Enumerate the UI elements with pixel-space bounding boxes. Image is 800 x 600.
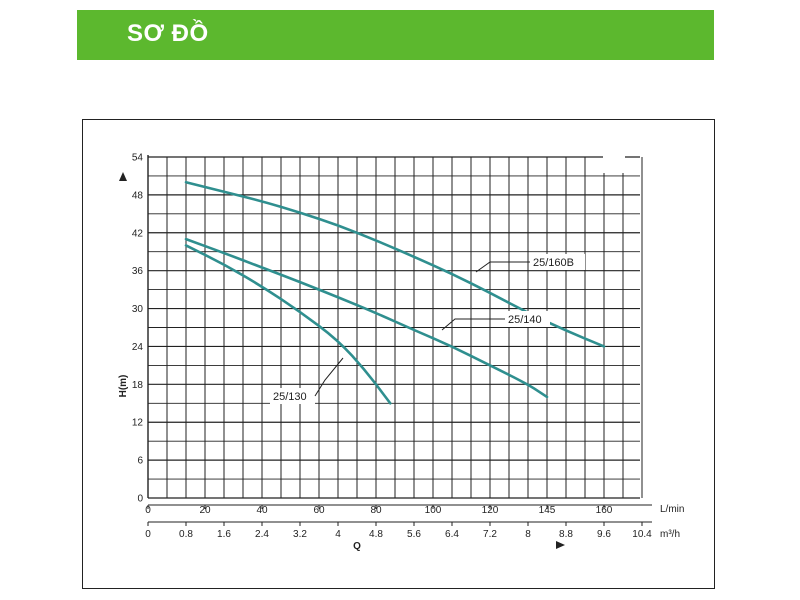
y-axis-arrow-icon (119, 172, 127, 181)
y-tick-label: 54 (132, 153, 144, 164)
x-m3h-tick-label: 8 (525, 529, 531, 540)
grid-blank (603, 156, 625, 173)
x-m3h-tick-label: 2.4 (255, 529, 269, 540)
x-lmin-tick-label: 0 (145, 505, 151, 516)
x-m3h-tick-label: 9.6 (597, 529, 611, 540)
x-m3h-tick-label: 8.8 (559, 529, 573, 540)
curves (184, 180, 606, 405)
labels: 25/160B 25/140 25/130 (270, 254, 585, 404)
x-m3h-tick-label: 4.8 (369, 529, 383, 540)
curve-label-bg (505, 311, 550, 327)
curve-label-leader (441, 318, 505, 331)
x-m3h-tick-label: 5.6 (407, 529, 421, 540)
x-lmin-tick-label: 40 (256, 505, 268, 516)
y-axis-label: H(m) (118, 375, 129, 398)
y-tick-label: 48 (132, 190, 144, 201)
x-m3h-tick-label: 10.4 (632, 529, 652, 540)
x-m3h-tick-label: 0.8 (179, 529, 193, 540)
y-tick-label: 18 (132, 380, 144, 391)
x-m3h-tick-label: 3.2 (293, 529, 307, 540)
x-m3h-tick-label: 7.2 (483, 529, 497, 540)
x-lmin-tick-label: 100 (425, 505, 442, 516)
y-tick-label: 30 (132, 304, 144, 315)
x-axis-label: Q (353, 541, 361, 552)
x-lmin-tick-label: 20 (199, 505, 211, 516)
y-tick-label: 42 (132, 228, 144, 239)
curve-label-bg (530, 254, 585, 270)
curve-label-bg (270, 388, 315, 404)
x-lmin-tick-label: 160 (596, 505, 613, 516)
header-banner: SƠ ĐỒ (77, 10, 714, 60)
x-m3h-tick-label: 4 (335, 529, 341, 540)
x-lmin-unit: L/min (660, 504, 684, 515)
series-label: 25/160B (533, 257, 574, 269)
x-lmin-tick-label: 60 (313, 505, 325, 516)
y-tick-label: 36 (132, 266, 144, 277)
series-line-25-140 (184, 237, 549, 399)
y-tick-label: 6 (137, 456, 143, 467)
curve-label-leader (475, 261, 530, 273)
y-tick-label: 12 (132, 418, 144, 429)
x-lmin-tick-label: 80 (370, 505, 382, 516)
series-line-25-160B (184, 180, 606, 348)
x-m3h-unit: m³/h (660, 529, 680, 540)
y-tick-label: 0 (137, 494, 143, 505)
x-m3h-tick-label: 6.4 (445, 529, 459, 540)
series-line-25-130 (184, 244, 392, 405)
series-label: 25/140 (508, 314, 542, 326)
page-title: SƠ ĐỒ (127, 20, 209, 47)
x-lmin-tick-label: 145 (539, 505, 556, 516)
series-label: 25/130 (273, 391, 307, 403)
curve-label-leader (314, 357, 344, 397)
chart-frame (82, 119, 715, 589)
x-m3h-tick-label: 0 (145, 529, 151, 540)
x-m3h-tick-label: 1.6 (217, 529, 231, 540)
y-tick-label: 24 (132, 342, 144, 353)
x-axis-arrow-icon (556, 541, 565, 549)
x-lmin-tick-label: 120 (482, 505, 499, 516)
grid (147, 156, 643, 499)
